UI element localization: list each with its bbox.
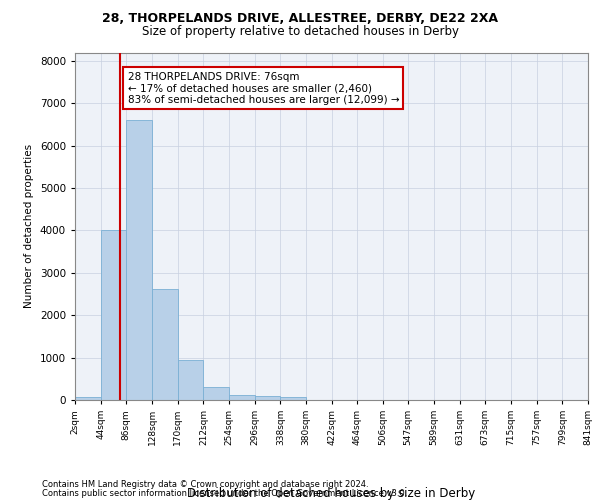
Text: 28 THORPELANDS DRIVE: 76sqm
← 17% of detached houses are smaller (2,460)
83% of : 28 THORPELANDS DRIVE: 76sqm ← 17% of det… — [128, 72, 399, 105]
X-axis label: Distribution of detached houses by size in Derby: Distribution of detached houses by size … — [187, 487, 476, 500]
Text: Size of property relative to detached houses in Derby: Size of property relative to detached ho… — [142, 25, 458, 38]
Bar — [75, 396, 101, 400]
Bar — [255, 396, 280, 400]
Bar — [229, 395, 255, 400]
Bar — [203, 388, 229, 400]
Bar — [127, 120, 152, 400]
Text: 28, THORPELANDS DRIVE, ALLESTREE, DERBY, DE22 2XA: 28, THORPELANDS DRIVE, ALLESTREE, DERBY,… — [102, 12, 498, 26]
Bar — [152, 289, 178, 400]
Bar — [178, 360, 203, 400]
Text: Contains HM Land Registry data © Crown copyright and database right 2024.: Contains HM Land Registry data © Crown c… — [42, 480, 368, 489]
Text: Contains public sector information licensed under the Open Government Licence v3: Contains public sector information licen… — [42, 488, 407, 498]
Y-axis label: Number of detached properties: Number of detached properties — [24, 144, 34, 308]
Bar — [280, 396, 306, 400]
Bar — [101, 230, 127, 400]
